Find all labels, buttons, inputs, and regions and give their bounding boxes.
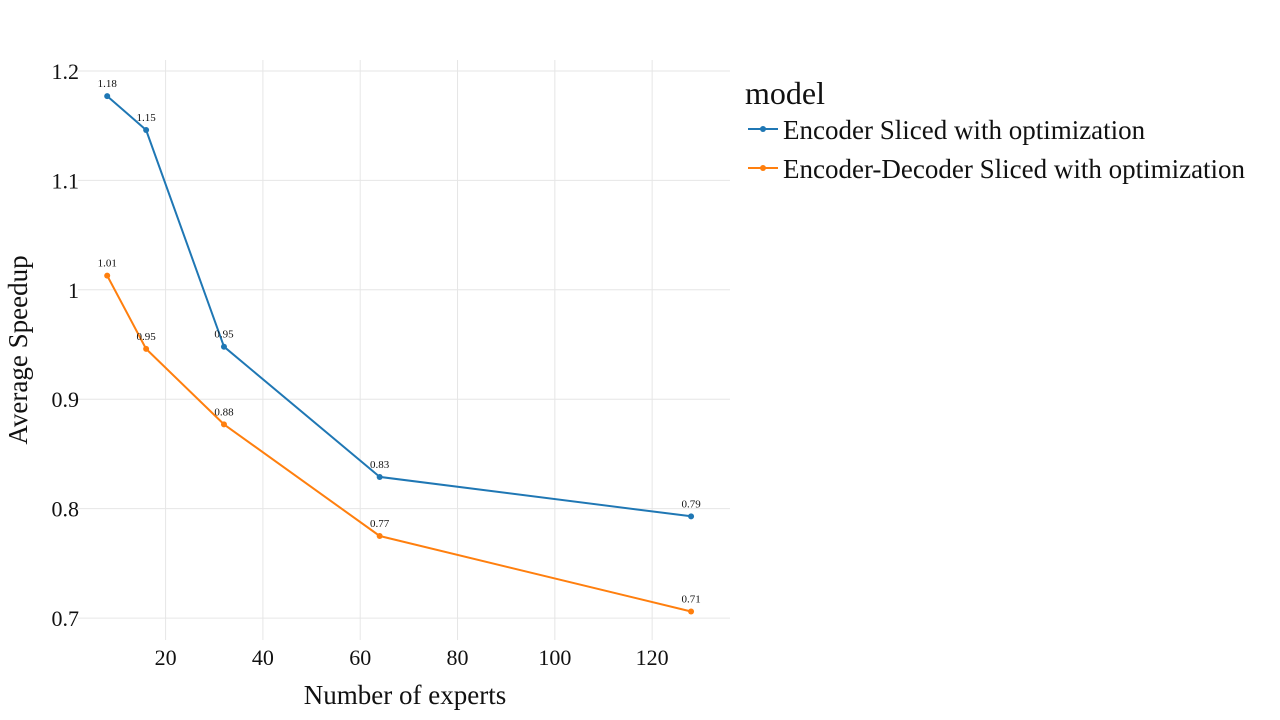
x-tick-label: 80 [447,645,469,670]
data-label: 1.01 [98,258,117,270]
legend-swatch-marker [760,165,766,171]
x-tick-label: 100 [538,645,571,670]
data-label: 1.15 [136,112,156,124]
data-point[interactable] [104,93,111,100]
axis-ticks: 20 40 60 80 100 120 0.7 0.8 0.9 1 1.1 1.2 [52,59,669,670]
x-tick-label: 60 [349,645,371,670]
data-label: 0.79 [681,498,701,510]
legend-label: Encoder-Decoder Sliced with optimization [783,154,1246,184]
data-label: 0.95 [214,329,234,341]
data-point[interactable] [688,608,695,615]
y-tick-label: 0.7 [52,606,80,631]
x-tick-label: 120 [636,645,669,670]
data-point[interactable] [220,421,227,428]
y-tick-label: 1.1 [52,168,80,193]
data-label: 1.18 [98,78,118,90]
legend-swatch-marker [760,126,766,132]
series-group: 1.18 1.15 0.95 0.83 0.79 1.01 0.95 0.88 0.77 0.71 [98,78,701,615]
x-tick-label: 40 [252,645,274,670]
y-axis-title: Average Speedup [3,255,33,444]
data-label: 0.77 [370,518,390,530]
legend-label: Encoder Sliced with optimization [783,115,1146,145]
data-point[interactable] [220,343,227,350]
data-label: 0.83 [370,459,390,471]
legend-items: Encoder Sliced with optimization Encoder-… [748,115,1246,184]
data-label: 0.71 [681,594,700,606]
data-label: 0.88 [214,406,234,418]
series-line [106,275,692,613]
legend[interactable]: model Encoder Sliced with optimizationEn… [745,75,1246,184]
x-axis-title: Number of experts [304,680,506,710]
series-2: 1.01 0.95 0.88 0.77 0.71 [98,258,701,615]
data-label: 0.95 [136,331,156,343]
grid [78,60,730,640]
data-point[interactable] [376,473,383,480]
data-point[interactable] [376,533,383,540]
legend-item[interactable]: Encoder-Decoder Sliced with optimization [748,154,1246,184]
data-point[interactable] [143,345,150,352]
series-1: 1.18 1.15 0.95 0.83 0.79 [98,78,701,520]
y-tick-label: 1 [68,278,79,303]
data-point[interactable] [143,127,150,134]
series-line [106,95,692,518]
data-point[interactable] [104,272,111,279]
y-tick-label: 1.2 [52,59,80,84]
legend-item[interactable]: Encoder Sliced with optimization [748,115,1146,145]
x-tick-label: 20 [155,645,177,670]
legend-title: model [745,75,825,111]
y-tick-label: 0.8 [52,497,80,522]
data-point[interactable] [688,513,695,520]
y-tick-label: 0.9 [52,387,80,412]
